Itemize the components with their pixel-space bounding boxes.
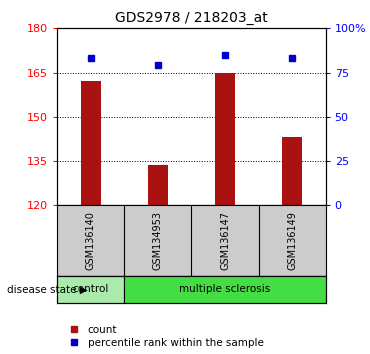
Bar <box>215 73 235 205</box>
Bar <box>124 276 326 303</box>
Text: multiple sclerosis: multiple sclerosis <box>179 284 270 295</box>
Bar <box>81 81 101 205</box>
Text: GSM136147: GSM136147 <box>220 211 230 270</box>
Text: control: control <box>73 284 109 295</box>
Text: GSM134953: GSM134953 <box>153 211 163 270</box>
Bar <box>282 137 302 205</box>
Bar <box>57 276 124 303</box>
Title: GDS2978 / 218203_at: GDS2978 / 218203_at <box>115 11 268 24</box>
Text: GSM136149: GSM136149 <box>287 211 297 270</box>
Text: GSM136140: GSM136140 <box>86 211 96 270</box>
Text: disease state ▶: disease state ▶ <box>7 284 88 295</box>
Bar <box>148 166 168 205</box>
Legend: count, percentile rank within the sample: count, percentile rank within the sample <box>63 324 265 349</box>
